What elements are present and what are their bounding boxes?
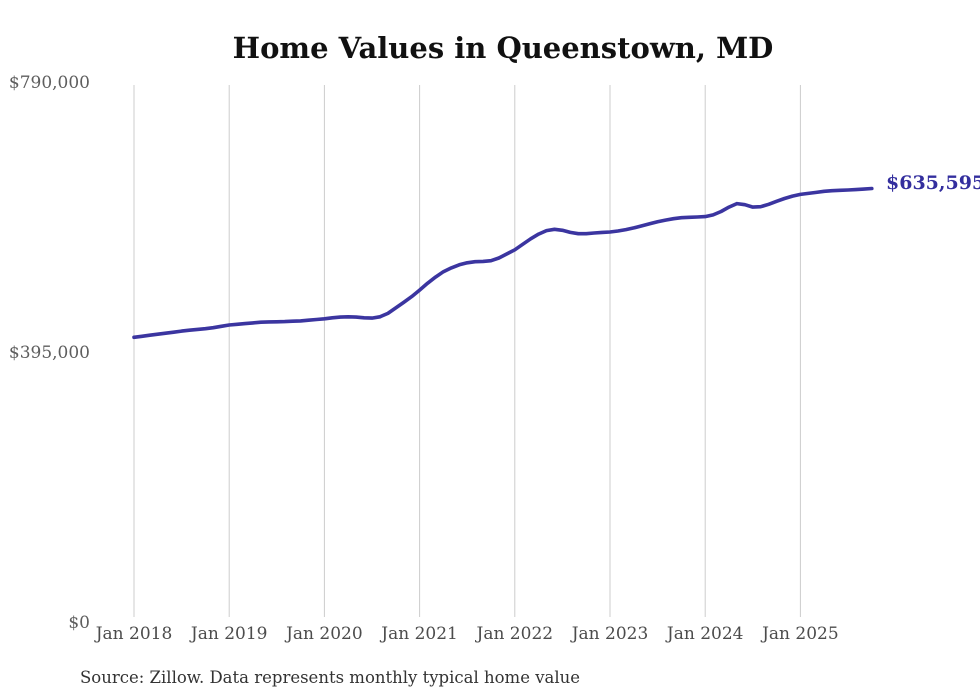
y-axis-tick-label: $790,000: [8, 73, 90, 93]
x-axis-tick-label: Jan 2023: [571, 624, 649, 644]
series-end-value-label: $635,595: [886, 172, 980, 194]
y-axis-tick-label: $0: [68, 613, 90, 633]
x-axis-tick-label: Jan 2022: [476, 624, 554, 644]
x-axis-tick-label: Jan 2019: [190, 624, 268, 644]
x-axis-tick-label: Jan 2021: [381, 624, 458, 644]
home-value-line-series: [132, 186, 874, 340]
x-axis-tick-label: Jan 2025: [762, 624, 839, 644]
x-axis-tick-label: Jan 2020: [286, 624, 363, 644]
x-axis-tick-label: Jan 2018: [95, 624, 173, 644]
x-axis-tick-label: Jan 2024: [666, 624, 744, 644]
chart-title: Home Values in Queenstown, MD: [232, 31, 774, 65]
source-note: Source: Zillow. Data represents monthly …: [80, 668, 581, 687]
y-axis-tick-label: $395,000: [8, 343, 90, 363]
